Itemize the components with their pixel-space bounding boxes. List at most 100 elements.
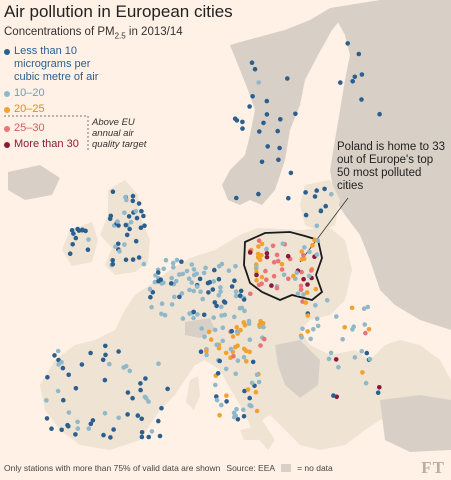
station-dot <box>250 359 256 365</box>
station-dot <box>286 195 291 201</box>
station-dot <box>249 60 255 65</box>
station-dot <box>307 249 312 255</box>
station-dot <box>79 362 85 367</box>
land-iceland <box>8 165 60 200</box>
station-dot <box>245 387 251 392</box>
station-dot <box>247 395 252 401</box>
station-dot <box>291 273 296 279</box>
legend: Less than 10 micrograms per cubic metre … <box>4 45 164 154</box>
station-dot <box>141 213 146 219</box>
station-dot <box>75 226 80 232</box>
station-dot <box>259 274 265 280</box>
station-dot <box>301 276 306 282</box>
station-dot <box>234 329 240 335</box>
station-dot <box>257 129 262 134</box>
station-dot <box>207 279 213 285</box>
station-dot <box>219 304 224 310</box>
station-dot <box>210 287 216 292</box>
station-dot <box>187 311 192 316</box>
station-dot <box>169 302 175 307</box>
station-dot <box>66 372 71 378</box>
station-dot <box>110 189 116 194</box>
station-dot <box>360 370 365 375</box>
station-dot <box>55 348 61 354</box>
station-dot <box>147 286 153 292</box>
station-dot <box>305 313 311 318</box>
station-dot <box>264 277 269 283</box>
station-dot <box>237 293 243 299</box>
station-dot <box>274 285 280 291</box>
station-dot <box>214 394 219 399</box>
station-dot <box>231 353 236 359</box>
station-dot <box>127 368 133 374</box>
station-dot <box>203 265 208 271</box>
station-dot <box>220 325 226 331</box>
station-dot <box>161 266 166 272</box>
station-dot <box>66 410 72 415</box>
station-dot <box>314 188 320 193</box>
station-dot <box>217 358 222 364</box>
station-dot <box>258 343 263 348</box>
station-dot <box>123 222 129 228</box>
station-dot <box>261 120 266 126</box>
station-dot <box>126 214 132 219</box>
station-dot <box>49 426 54 432</box>
station-dot <box>256 80 262 85</box>
station-dot <box>163 257 169 263</box>
station-dot <box>159 301 165 307</box>
nodata-swatch <box>281 464 292 472</box>
station-dot <box>241 297 247 302</box>
station-dot <box>67 251 73 256</box>
station-dot <box>70 242 75 247</box>
station-dot <box>191 267 197 272</box>
station-dot <box>305 329 311 334</box>
station-dot <box>133 238 139 244</box>
station-dot <box>216 276 222 282</box>
land-balkans-nodata <box>275 340 320 398</box>
station-dot <box>233 289 239 295</box>
station-dot <box>247 250 253 255</box>
station-dot <box>377 111 382 117</box>
station-dot <box>259 159 265 165</box>
station-dot <box>204 348 209 354</box>
station-dot <box>359 349 365 354</box>
station-dot <box>199 326 204 331</box>
station-dot <box>146 434 151 440</box>
station-dot <box>139 434 145 440</box>
station-dot <box>88 350 93 356</box>
station-dot <box>364 350 370 356</box>
station-dot <box>130 198 136 204</box>
station-dot <box>130 257 136 262</box>
station-dot <box>235 417 241 422</box>
station-dot <box>206 290 211 295</box>
legend-dot-icon <box>4 49 10 55</box>
station-dot <box>214 303 219 309</box>
station-dot <box>271 259 277 265</box>
station-dot <box>123 363 129 369</box>
legend-label: 20–25 <box>14 103 45 115</box>
station-dot <box>83 228 88 234</box>
land-turkey <box>380 395 451 452</box>
subtitle-tail: in 2013/14 <box>125 26 183 38</box>
station-dot <box>311 326 316 332</box>
station-dot <box>122 210 127 216</box>
station-dot <box>59 359 64 365</box>
station-dot <box>61 397 66 403</box>
subtitle-main: Concentrations of PM <box>4 26 115 38</box>
station-dot <box>265 144 271 149</box>
station-dot <box>173 278 179 284</box>
station-dot <box>295 291 301 297</box>
station-dot <box>308 336 314 342</box>
subtitle-subscript: 2.5 <box>114 31 126 41</box>
station-dots-layer <box>44 41 382 440</box>
station-dot <box>177 294 182 300</box>
station-dot <box>229 328 234 334</box>
station-dot <box>180 271 186 277</box>
station-dot <box>263 268 268 274</box>
station-dot <box>139 416 144 422</box>
station-dot <box>115 241 121 247</box>
station-dot <box>334 314 339 319</box>
station-dot <box>219 313 224 318</box>
station-dot <box>359 97 364 102</box>
station-dot <box>232 314 237 320</box>
